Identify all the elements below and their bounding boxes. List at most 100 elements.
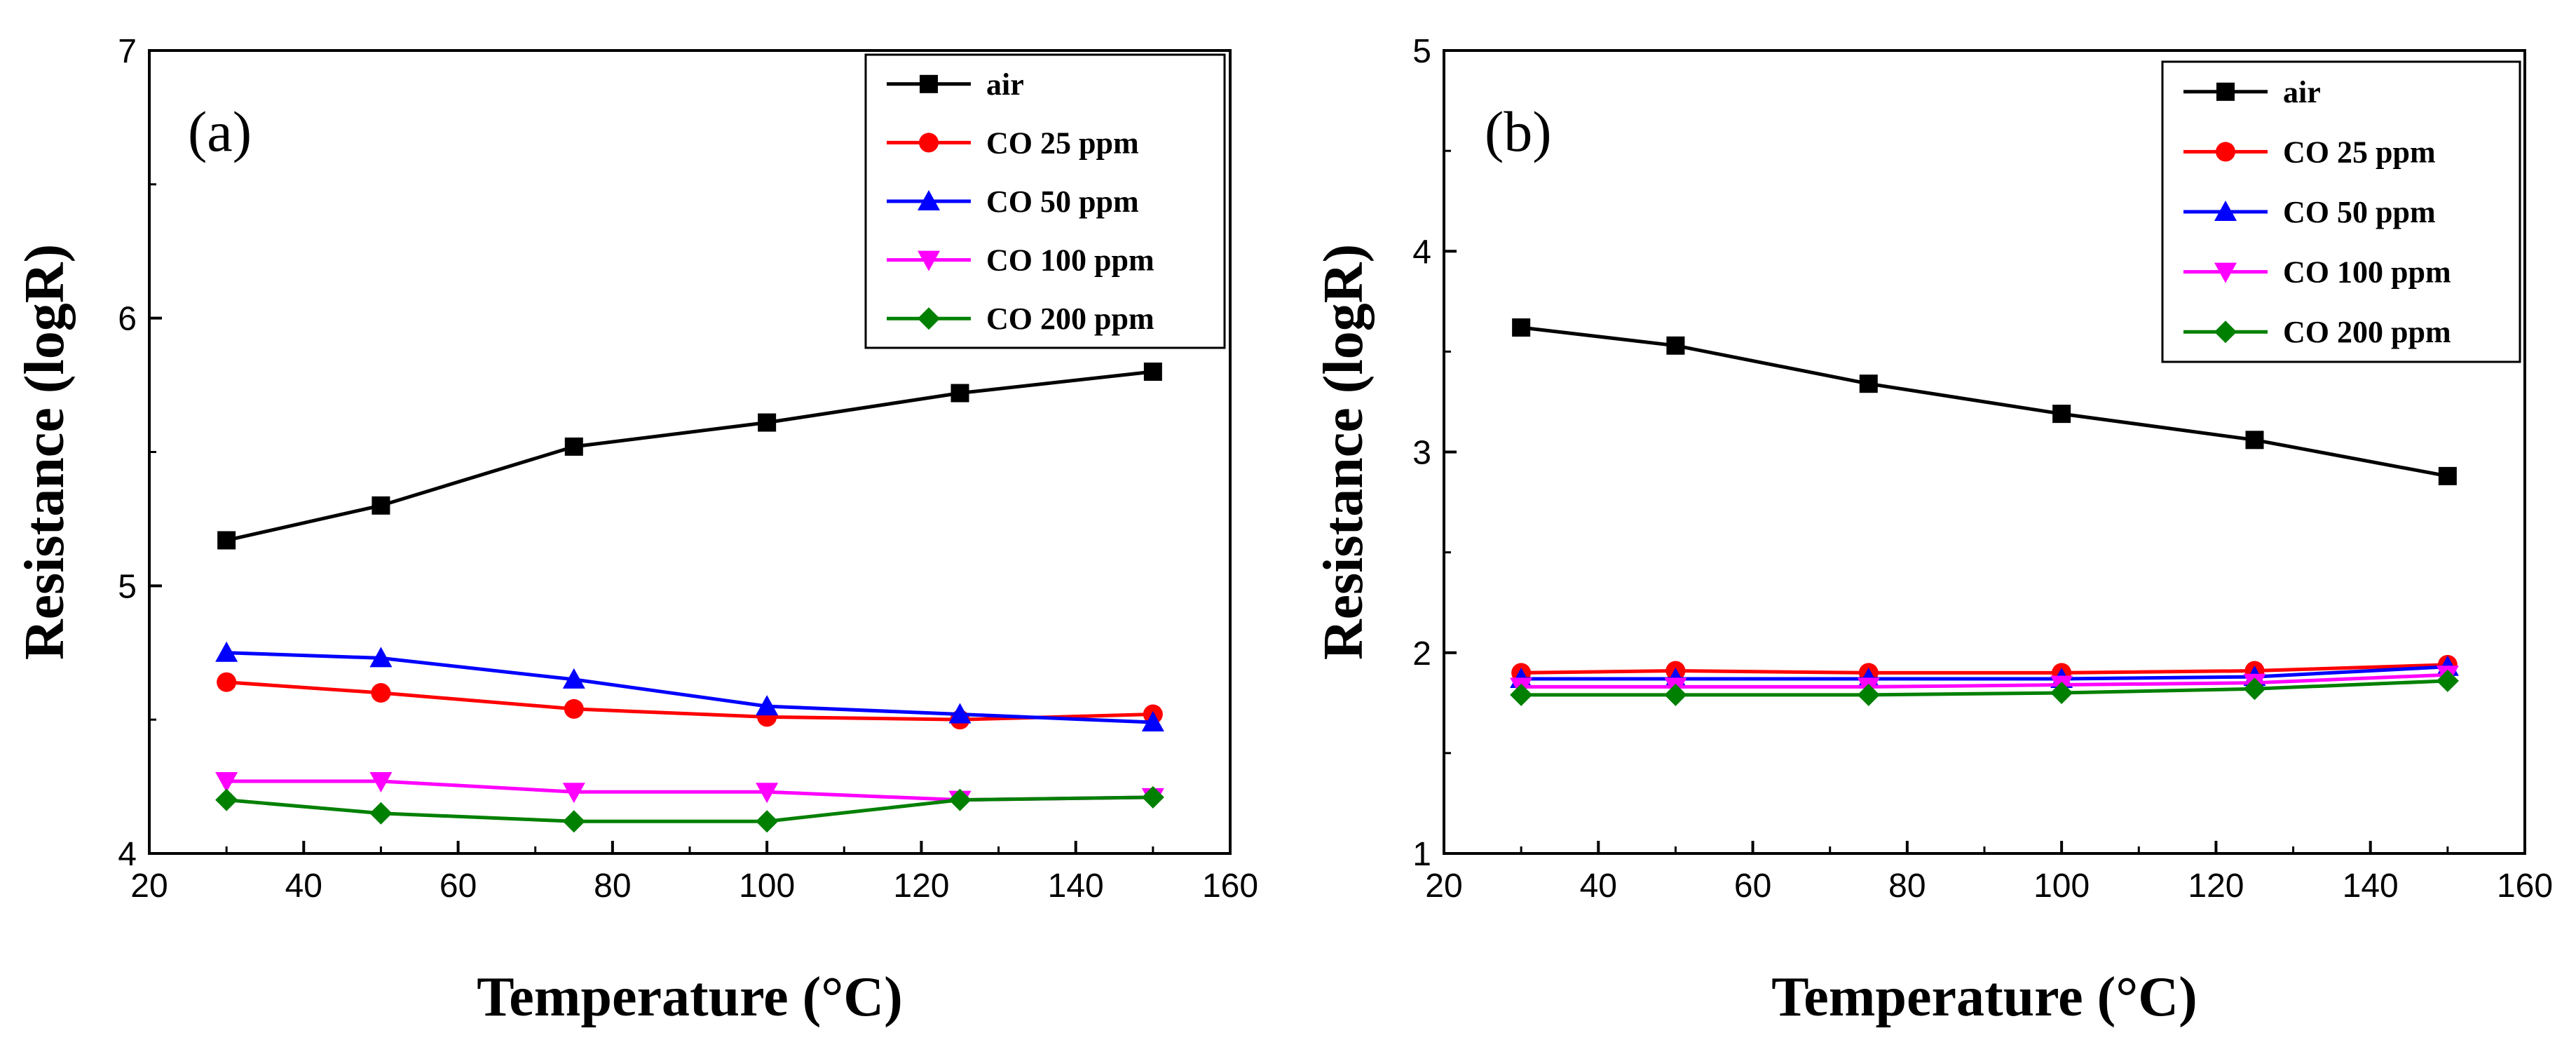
data-point bbox=[562, 810, 585, 833]
legend-marker bbox=[919, 133, 939, 153]
legend-label: CO 25 ppm bbox=[986, 126, 1139, 160]
y-axis-title: Resistance (logR) bbox=[14, 244, 76, 660]
series-line bbox=[226, 779, 1153, 802]
y-axis-title: Resistance (logR) bbox=[1313, 244, 1375, 660]
series-line bbox=[1521, 673, 2448, 689]
y-tick-label: 5 bbox=[118, 568, 137, 605]
series-air bbox=[217, 363, 1162, 550]
x-tick-label: 140 bbox=[2343, 867, 2399, 905]
data-point bbox=[948, 703, 972, 724]
data-point bbox=[1141, 785, 1164, 809]
series-line bbox=[226, 680, 1153, 722]
x-tick-label: 20 bbox=[1425, 867, 1462, 905]
x-tick-label: 80 bbox=[594, 867, 631, 905]
x-tick-label: 40 bbox=[285, 867, 322, 905]
legend-item: CO 50 ppm bbox=[887, 184, 1139, 219]
legend-marker bbox=[918, 190, 940, 210]
data-point bbox=[1141, 710, 1164, 731]
legend-marker bbox=[918, 307, 940, 330]
data-point bbox=[217, 672, 237, 692]
y-tick-label: 5 bbox=[1412, 33, 1431, 70]
data-point bbox=[756, 783, 779, 804]
data-point bbox=[950, 384, 969, 403]
x-tick-label: 80 bbox=[1888, 867, 1926, 905]
x-tick-label: 120 bbox=[893, 867, 949, 905]
data-point bbox=[371, 683, 391, 703]
data-point bbox=[2050, 682, 2073, 704]
data-point bbox=[2243, 677, 2266, 701]
legend-label: CO 25 ppm bbox=[2283, 135, 2436, 169]
panel-label: (b) bbox=[1485, 100, 1552, 163]
y-tick-label: 4 bbox=[1412, 234, 1431, 271]
legend-item: CO 200 ppm bbox=[887, 302, 1154, 336]
x-tick-label: 60 bbox=[1734, 867, 1771, 905]
series-line bbox=[1520, 325, 2448, 478]
y-tick-label: 7 bbox=[118, 33, 137, 70]
series-co-100-ppm bbox=[215, 771, 1164, 811]
data-point bbox=[562, 783, 585, 804]
data-point bbox=[1512, 318, 1531, 337]
x-axis-title: Temperature (°C) bbox=[477, 966, 902, 1028]
x-tick-label: 40 bbox=[1580, 867, 1617, 905]
x-tick-label: 60 bbox=[439, 867, 477, 905]
y-tick-label: 6 bbox=[118, 301, 137, 338]
data-point bbox=[2245, 431, 2264, 450]
data-point bbox=[1664, 683, 1687, 706]
legend-item: CO 25 ppm bbox=[887, 126, 1139, 160]
legend-label: CO 100 ppm bbox=[2283, 255, 2451, 290]
legend-label: air bbox=[2283, 75, 2321, 109]
x-tick-label: 120 bbox=[2188, 867, 2244, 905]
data-point bbox=[369, 647, 393, 668]
legend-marker bbox=[2214, 320, 2237, 344]
legend-marker bbox=[918, 250, 940, 271]
series-air bbox=[1512, 318, 2457, 485]
legend-item: CO 200 ppm bbox=[2183, 315, 2451, 349]
legend-item: CO 100 ppm bbox=[2183, 255, 2451, 290]
data-point bbox=[215, 771, 238, 792]
data-point bbox=[756, 695, 779, 716]
x-tick-label: 160 bbox=[1202, 867, 1258, 905]
legend-label: CO 200 ppm bbox=[2283, 315, 2451, 349]
x-tick-label: 140 bbox=[1048, 867, 1104, 905]
series-co-200-ppm bbox=[1510, 669, 2459, 706]
data-point bbox=[217, 531, 236, 550]
data-point bbox=[369, 771, 393, 792]
legend: air CO 25 ppm CO 50 ppm CO 100 ppm CO 200 pp… bbox=[864, 53, 1226, 349]
x-tick-label: 100 bbox=[739, 867, 795, 905]
data-point bbox=[215, 641, 238, 662]
x-tick-label: 160 bbox=[2497, 867, 2553, 905]
y-tick-label: 2 bbox=[1412, 635, 1431, 673]
data-point bbox=[758, 413, 777, 432]
legend-label: CO 200 ppm bbox=[986, 302, 1154, 336]
data-point bbox=[2052, 405, 2071, 424]
data-point bbox=[1859, 374, 1878, 393]
chart-panel-b: 20 40 60 80 100 120 140 160 1 2 3 4 5 Temperature (°C… bbox=[1313, 33, 2553, 1028]
data-point bbox=[756, 810, 779, 833]
chart-panel-a: 20 40 60 80 100 120 140 160 4 5 6 7 Temperature (°C)… bbox=[14, 33, 1258, 1028]
legend-label: CO 50 ppm bbox=[986, 184, 1139, 219]
legend-marker bbox=[2216, 82, 2235, 101]
series-line bbox=[226, 370, 1154, 542]
series-line bbox=[1521, 663, 2448, 675]
legend-item: CO 50 ppm bbox=[2183, 195, 2436, 229]
y-tick-label: 4 bbox=[118, 836, 137, 873]
series-co-25-ppm bbox=[217, 672, 1163, 730]
x-tick-label: 20 bbox=[130, 867, 168, 905]
data-point bbox=[564, 698, 584, 719]
data-point bbox=[562, 668, 585, 689]
y-tick-label: 1 bbox=[1412, 836, 1431, 873]
data-point bbox=[1143, 363, 1162, 381]
series-line bbox=[226, 651, 1153, 724]
x-tick-label: 100 bbox=[2033, 867, 2090, 905]
data-point bbox=[215, 788, 238, 811]
legend-marker bbox=[2216, 142, 2235, 162]
legend-item: air bbox=[2183, 75, 2321, 109]
series-co-200-ppm bbox=[215, 785, 1164, 833]
series-line bbox=[1521, 665, 2448, 681]
panel-label: (a) bbox=[188, 100, 252, 163]
data-point bbox=[372, 496, 390, 515]
legend: air CO 25 ppm CO 50 ppm CO 100 ppm CO 200 pp… bbox=[2161, 60, 2521, 363]
x-axis-title: Temperature (°C) bbox=[1771, 966, 2197, 1028]
series-line bbox=[226, 795, 1153, 823]
